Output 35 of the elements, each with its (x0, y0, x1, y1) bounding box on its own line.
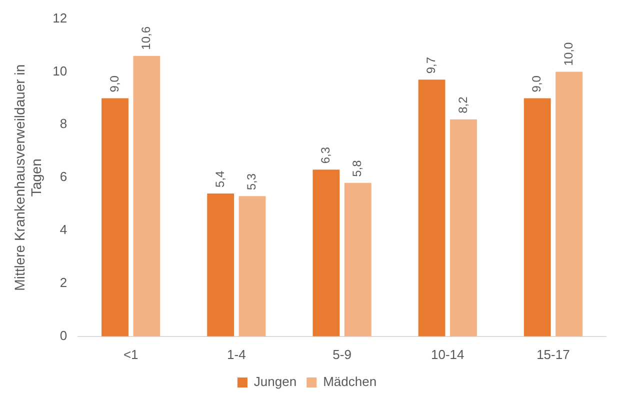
y-tick-label: 0 (60, 328, 68, 343)
bar (238, 196, 266, 336)
data-label: 6,3 (318, 146, 333, 164)
y-tick-label: 10 (52, 63, 68, 78)
x-tick-label: 10-14 (430, 346, 464, 362)
legend-label: Mädchen (323, 374, 377, 390)
y-tick-label: 8 (60, 116, 68, 132)
bar (207, 193, 234, 336)
bar (312, 170, 340, 336)
y-tick-label: 4 (60, 222, 68, 238)
y-tick-label: 6 (60, 169, 68, 184)
x-tick-label: 15-17 (536, 346, 570, 362)
y-tick-label: 2 (60, 275, 68, 290)
bar (524, 98, 551, 336)
bar (344, 182, 372, 336)
y-tick-label: 12 (52, 10, 68, 26)
x-tick-label: 5-9 (332, 346, 352, 362)
bar (133, 56, 160, 336)
data-label: 9,0 (530, 75, 544, 92)
bar (556, 72, 583, 336)
x-tick-label: <1 (123, 346, 138, 362)
data-label: 9,0 (107, 75, 122, 92)
data-label: 10,0 (561, 42, 576, 66)
data-label: 9,7 (424, 56, 438, 74)
data-label: 8,2 (456, 96, 470, 114)
data-label: 5,3 (244, 173, 259, 190)
data-label: 5,8 (350, 160, 364, 177)
x-tick-label: 1-4 (227, 346, 246, 362)
bar (450, 119, 477, 336)
legend-label: Jungen (254, 374, 297, 390)
y-axis-title: Mittlere Krankenhausverweildauer in Tagen (11, 64, 44, 291)
data-label: 10,6 (139, 26, 154, 50)
bar (102, 98, 128, 336)
bar (418, 80, 446, 336)
data-label: 5,4 (212, 170, 227, 188)
